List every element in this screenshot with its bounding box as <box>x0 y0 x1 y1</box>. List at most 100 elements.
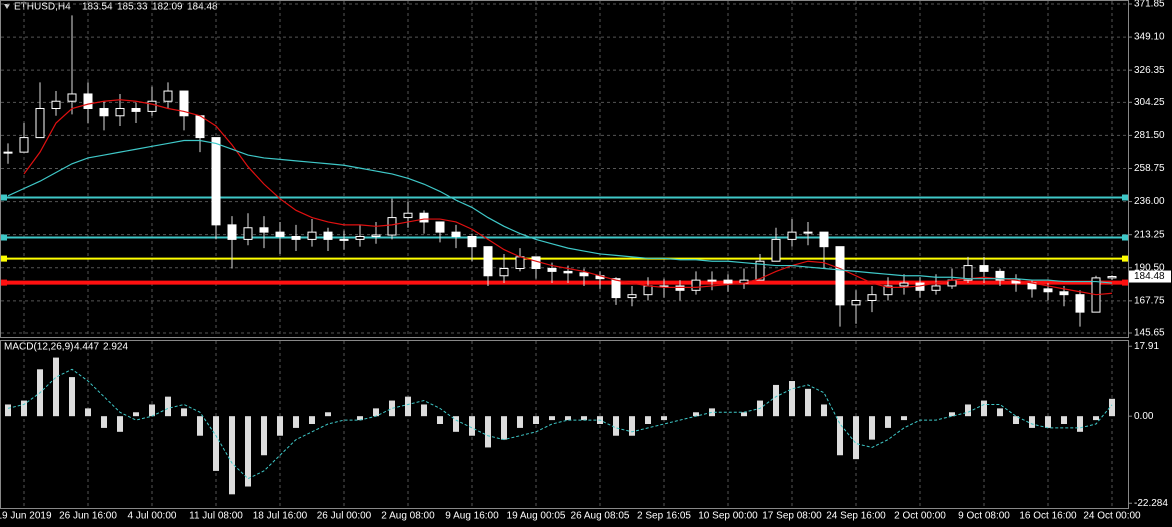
header-high: 185.33 <box>117 2 148 13</box>
candle-body <box>67 93 77 102</box>
candle-body <box>307 231 317 240</box>
x-tick-label: 2 Aug 08:00 <box>381 511 435 522</box>
candle-body <box>1075 294 1085 313</box>
candle-body <box>835 246 845 306</box>
candle-body <box>691 279 701 291</box>
level-handle <box>1122 194 1128 201</box>
macd-bar <box>1077 416 1083 432</box>
x-tick-label: 26 Jun 16:00 <box>59 511 117 522</box>
moving-average <box>23 99 1113 296</box>
macd-bar <box>661 416 667 421</box>
candle-body <box>467 235 477 248</box>
x-tick-label: 24 Sep 16:00 <box>826 511 886 522</box>
candle-body <box>547 267 557 272</box>
candle-body <box>643 285 653 296</box>
y-tick-label: 190.50 <box>1134 262 1165 273</box>
header-close: 184.48 <box>187 2 218 13</box>
chart-title: ETHUSD,H4 <box>14 2 71 13</box>
macd-bar <box>245 416 251 487</box>
macd-value: 4.447 <box>74 342 99 353</box>
macd-bar <box>485 416 491 448</box>
macd-bar <box>197 416 203 436</box>
x-tick-label: 4 Jul 00:00 <box>128 511 177 522</box>
header-icon <box>4 4 10 9</box>
candle-body <box>3 151 13 154</box>
candle-body <box>499 267 509 277</box>
candle-body <box>787 231 797 240</box>
candle-body <box>707 279 717 282</box>
x-tick-label: 2 Sep 16:05 <box>637 511 691 522</box>
macd-bar <box>501 416 507 440</box>
candle-body <box>115 108 125 117</box>
macd-bar <box>1045 416 1051 428</box>
macd-bar <box>965 404 971 417</box>
macd-bar <box>949 412 955 417</box>
macd-bar <box>1061 416 1067 424</box>
macd-bar <box>789 381 795 417</box>
macd-bar <box>629 416 635 436</box>
candle-body <box>355 235 365 240</box>
candle-body <box>563 270 573 274</box>
macd-bar <box>69 377 75 417</box>
candle-body <box>1043 288 1053 293</box>
candle-body <box>291 235 301 240</box>
candle-body <box>531 256 541 269</box>
candle-body <box>803 231 813 234</box>
x-tick-label: 26 Jul 00:00 <box>317 511 372 522</box>
candle-body <box>963 265 973 281</box>
y-tick-label: 213.25 <box>1134 229 1165 240</box>
macd-bar <box>181 408 187 417</box>
macd-bar <box>885 416 891 428</box>
macd-signal-value: 2.924 <box>103 342 128 353</box>
macd-bar <box>405 396 411 417</box>
candle-body <box>339 238 349 241</box>
candle-body <box>371 234 381 237</box>
moving-average <box>7 139 1113 284</box>
header-open: 183.54 <box>82 2 113 13</box>
candle-body <box>627 294 637 299</box>
candle-body <box>755 260 765 281</box>
candle-body <box>163 90 173 102</box>
candle-body <box>1107 276 1117 279</box>
macd-bar <box>213 416 219 471</box>
candle-body <box>403 212 413 219</box>
x-tick-label: 24 Oct 00:00 <box>1083 511 1141 522</box>
candle-body <box>131 108 141 112</box>
macd-bar <box>325 412 331 417</box>
x-tick-label: 19 Jun 2019 <box>0 511 52 522</box>
candle-body <box>19 137 29 153</box>
macd-bar <box>101 416 107 428</box>
level-handle <box>1122 234 1128 241</box>
macd-bar <box>357 416 363 421</box>
price-label-box <box>1129 270 1171 283</box>
candle-body <box>35 108 45 139</box>
macd-bar <box>549 416 555 421</box>
candle-body <box>227 224 237 240</box>
macd-bar <box>981 400 987 417</box>
macd-bar <box>229 416 235 495</box>
candle-body <box>451 231 461 237</box>
macd-bar <box>837 416 843 456</box>
y-tick-label: 145.65 <box>1134 328 1165 339</box>
macd-signal <box>7 368 1113 480</box>
macd-bar <box>1093 416 1099 421</box>
x-tick-label: 11 Jul 08:00 <box>189 511 243 522</box>
macd-bar <box>581 416 587 421</box>
macd-panel-frame <box>0 340 1129 509</box>
x-tick-label: 9 Oct 08:00 <box>958 511 1010 522</box>
candle-body <box>99 108 109 117</box>
candle-body <box>51 100 61 110</box>
level-handle <box>1 279 7 286</box>
level-handle <box>1122 279 1128 286</box>
macd-bar <box>517 416 523 428</box>
candle-body <box>899 282 909 287</box>
macd-bar <box>645 416 651 424</box>
macd-bar <box>5 404 11 417</box>
candle-body <box>195 115 205 139</box>
macd-bar <box>1029 416 1035 428</box>
macd-bar <box>997 408 1003 417</box>
y-tick-label: 236.00 <box>1134 196 1165 207</box>
macd-bar <box>149 404 155 417</box>
